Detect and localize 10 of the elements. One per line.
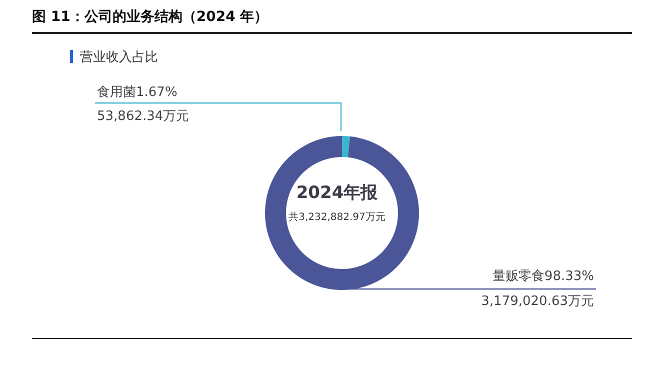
text: 共3,232,882.97万元 bbox=[288, 211, 386, 223]
text: 53,862.34万元 bbox=[97, 109, 190, 124]
chart-subtitle: 营业收入占比 bbox=[80, 49, 158, 66]
text: 3,179,020.63万元 bbox=[481, 294, 594, 309]
slice-label: 食用菌1.67% bbox=[97, 85, 178, 100]
text: 2024年报 bbox=[296, 183, 379, 203]
donut-slice bbox=[265, 136, 419, 290]
donut-slice bbox=[342, 136, 350, 158]
slice-label: 量贩零食98.33% bbox=[492, 269, 594, 284]
chart-title: 图 11：公司的业务结构（2024 年） bbox=[32, 8, 268, 26]
